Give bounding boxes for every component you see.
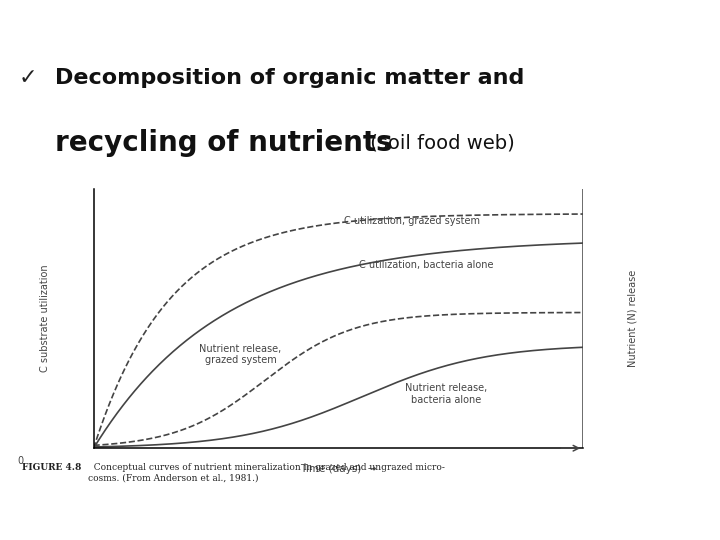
Text: Major impacts of nematodes: Major impacts of nematodes: [11, 10, 413, 33]
Text: Conceptual curves of nutrient mineralization in grazed and ungrazed micro-
cosms: Conceptual curves of nutrient mineraliza…: [88, 463, 445, 482]
Text: FIGURE 4.8: FIGURE 4.8: [22, 463, 81, 472]
Text: Nutrient release,
grazed system: Nutrient release, grazed system: [199, 343, 282, 365]
Text: C utilization, bacteria alone: C utilization, bacteria alone: [359, 260, 494, 271]
Text: Nutrient (N) release: Nutrient (N) release: [627, 270, 637, 367]
Text: C utilization, grazed system: C utilization, grazed system: [344, 216, 480, 226]
Text: Time (days)  →: Time (days) →: [300, 464, 377, 474]
Text: (soil food web): (soil food web): [364, 133, 515, 152]
Text: Decomposition of organic matter and: Decomposition of organic matter and: [55, 68, 524, 88]
Text: recycling of nutrients: recycling of nutrients: [55, 129, 392, 157]
Text: Nutrient release,
bacteria alone: Nutrient release, bacteria alone: [405, 383, 487, 404]
Text: 0: 0: [17, 456, 23, 466]
Text: ✓: ✓: [19, 68, 37, 88]
Text: C substrate utilization: C substrate utilization: [40, 265, 50, 373]
